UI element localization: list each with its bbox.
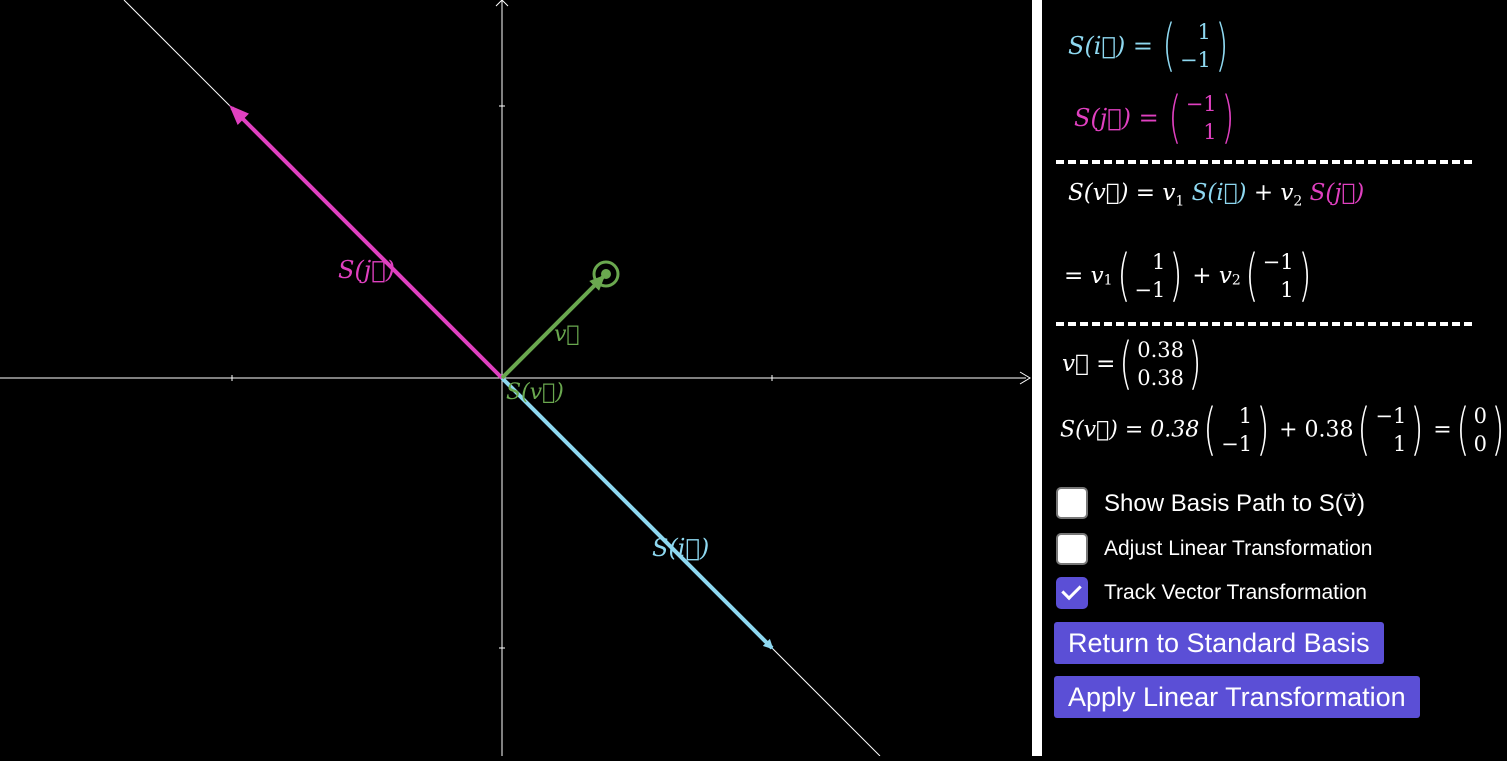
Si-def-bot: −1 (1179, 48, 1211, 72)
Si-definition: S(i⃗) = (1 −1) (1068, 13, 1229, 78)
Sv-exp-m2-bot: 1 (1280, 278, 1294, 302)
apply-linear-transformation-button[interactable]: Apply Linear Transformation (1054, 676, 1420, 718)
show-basis-path-checkbox[interactable]: Show Basis Path to S(v⃗) (1056, 486, 1365, 520)
checkbox-unchecked-icon[interactable] (1056, 487, 1088, 519)
Si-def-top: 1 (1197, 20, 1211, 44)
Sv-value-r-bot: 0 (1473, 432, 1487, 456)
Sv-general-formula: S(v⃗) = v1 S(i⃗) + v2 S(j⃗) (1068, 180, 1364, 210)
v-value-top: 0.38 (1137, 338, 1185, 362)
v-value-lhs: v⃗ = (1062, 351, 1116, 377)
v-value-bot: 0.38 (1137, 366, 1185, 390)
x-axis-arrow-icon (1019, 371, 1031, 385)
Sv-general-a: S(v⃗) = v (1068, 180, 1176, 206)
track-vector-transformation-checkbox[interactable]: Track Vector Transformation (1056, 576, 1367, 610)
section-divider (1056, 322, 1472, 326)
Sj-def-top: −1 (1185, 92, 1217, 116)
v-point[interactable] (601, 269, 611, 279)
return-to-standard-basis-button[interactable]: Return to Standard Basis (1054, 622, 1384, 664)
Sv-general-expanded: = v1(1 −1) + v2(−1 1) (1064, 243, 1312, 308)
Sj-definition: S(j⃗) = (−1 1) (1074, 85, 1235, 150)
Sj-label: S(j⃗) (338, 256, 396, 284)
Sv-exp-a-sub: 1 (1103, 272, 1113, 289)
Sv-exp-plus: + v (1192, 263, 1232, 289)
adjust-linear-transformation-checkbox[interactable]: Adjust Linear Transformation (1056, 532, 1372, 566)
Sv-value-m1-bot: −1 (1221, 432, 1253, 456)
checkbox-unchecked-icon[interactable] (1056, 533, 1088, 565)
Si-label: S(i⃗) (652, 534, 710, 562)
Sv-value-m2-top: −1 (1375, 404, 1407, 428)
Si-vector[interactable] (500, 376, 774, 650)
y-axis-arrow-icon (495, 0, 509, 7)
Sv-value-m1-top: 1 (1238, 404, 1253, 428)
Sv-exp-m2-top: −1 (1262, 250, 1294, 274)
panel-divider[interactable] (1032, 0, 1042, 756)
Sv-general-c-sub: 2 (1293, 193, 1303, 210)
Sv-value: S(v⃗) = 0.38(1 −1) + 0.38(−1 1) =(0 0) (1060, 397, 1505, 462)
Sv-value-m2-bot: 1 (1392, 432, 1407, 456)
v-point-handle[interactable] (592, 260, 620, 288)
section-divider (1056, 160, 1472, 164)
Sj-def-lhs: S(j⃗) = (1074, 104, 1159, 132)
Sj-def-bot: 1 (1203, 120, 1217, 144)
Sv-general-a-sub: 1 (1175, 193, 1185, 210)
Sv-value-lhs: S(v⃗) = 0.38 (1060, 417, 1200, 443)
Sv-value-r-top: 0 (1473, 404, 1487, 428)
coordinate-plane[interactable] (0, 0, 1032, 757)
v-vector[interactable] (500, 274, 606, 380)
adjust-linear-transformation-label: Adjust Linear Transformation (1104, 537, 1373, 560)
Sv-value-eq: = (1433, 417, 1452, 443)
Sv-general-d: S(j⃗) (1309, 180, 1365, 206)
side-panel: S(i⃗) = (1 −1) S(j⃗) = (−1 1) S(v⃗) = v1 S… (1042, 0, 1507, 756)
Sv-general-b: S(i⃗) (1191, 180, 1247, 206)
Sj-vector[interactable] (229, 105, 504, 380)
Sv-exp-m1-top: 1 (1151, 250, 1166, 274)
Sv-exp-plus-sub: 2 (1231, 272, 1241, 289)
track-vector-transformation-label: Track Vector Transformation (1104, 581, 1367, 604)
Sv-value-mid: + 0.38 (1279, 417, 1354, 443)
v-value: v⃗ =(0.38 0.38) (1062, 331, 1202, 396)
show-basis-path-label: Show Basis Path to S(v⃗) (1104, 489, 1365, 517)
Sv-exp-a: = v (1064, 263, 1104, 289)
Sv-label: S(v⃗) (506, 380, 564, 405)
Sv-exp-m1-bot: −1 (1134, 278, 1166, 302)
Si-def-lhs: S(i⃗) = (1068, 32, 1153, 60)
checkbox-checked-icon[interactable] (1056, 577, 1088, 609)
graphics-view[interactable]: S(j⃗) v⃗ S(v⃗) S(i⃗) (0, 0, 1032, 757)
Sv-general-c: + v (1253, 180, 1294, 206)
v-label: v⃗ (554, 322, 580, 347)
